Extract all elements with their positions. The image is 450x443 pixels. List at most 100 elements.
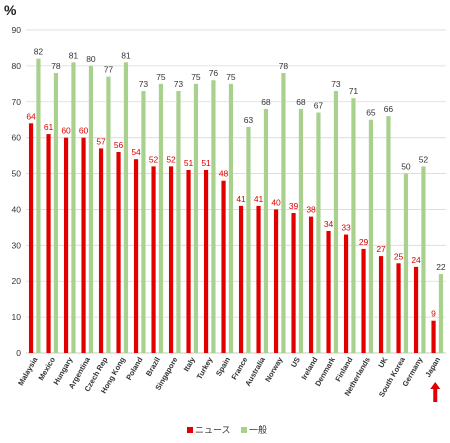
data-label-news: 41 <box>254 194 264 204</box>
bar-news <box>63 137 69 353</box>
bar-news <box>203 169 209 353</box>
bar-general <box>71 62 76 354</box>
x-tick-label: US <box>289 356 302 370</box>
legend-item-general: 一般 <box>241 424 267 436</box>
data-label-general: 71 <box>349 86 359 96</box>
data-label-news: 39 <box>289 201 299 211</box>
highlight-marker <box>430 382 441 402</box>
data-label-general: 81 <box>121 50 131 60</box>
bar-general <box>368 119 374 353</box>
bar-general <box>53 73 59 354</box>
bar-news <box>396 263 401 353</box>
bar-news <box>28 123 34 353</box>
data-label-news: 25 <box>394 251 404 261</box>
bar-news <box>98 148 104 353</box>
bar-news <box>221 180 226 353</box>
data-label-general: 65 <box>366 108 376 118</box>
bar-general <box>211 80 216 353</box>
bar-general <box>316 112 321 354</box>
y-tick-label: 60 <box>12 133 22 143</box>
data-label-general: 68 <box>261 97 271 107</box>
data-label-news: 56 <box>114 140 124 150</box>
data-label-news: 33 <box>341 223 351 233</box>
data-label-news: 52 <box>149 154 159 164</box>
data-label-general: 73 <box>331 79 341 89</box>
data-label-news: 61 <box>44 122 54 132</box>
bars <box>28 58 444 354</box>
data-labels: 64 82 61 78 60 81 60 80 57 77 56 81 54 73 52 75 52 73 51 75… <box>26 47 446 319</box>
bar-general <box>403 173 409 353</box>
data-label-general: 73 <box>174 79 184 89</box>
data-label-general: 76 <box>209 68 219 78</box>
bar-news <box>168 166 174 353</box>
data-label-news: 24 <box>411 255 421 265</box>
legend: ニュース 一般 <box>187 424 267 436</box>
data-label-news: 64 <box>26 111 36 121</box>
y-axis-unit-label: % <box>4 2 17 18</box>
y-tick-label: 50 <box>12 169 22 179</box>
x-tick-label: Japan <box>423 355 442 379</box>
data-label-news: 60 <box>79 126 89 136</box>
data-label-news: 38 <box>306 205 316 215</box>
data-label-news: 27 <box>376 244 386 254</box>
data-label-news: 60 <box>61 126 71 136</box>
bar-general <box>333 91 339 353</box>
x-tick-label: Spain <box>214 355 232 378</box>
bar-news <box>326 230 331 353</box>
bar-news <box>151 166 156 353</box>
data-label-news: 48 <box>219 169 229 179</box>
data-label-general: 22 <box>436 262 446 272</box>
x-tick-label: Norway <box>263 355 285 384</box>
data-label-general: 52 <box>419 154 429 164</box>
data-label-general: 75 <box>226 72 236 82</box>
bar-general <box>298 108 304 353</box>
data-label-news: 57 <box>96 136 106 146</box>
legend-label: ニュース <box>195 426 231 436</box>
data-label-general: 78 <box>51 61 61 71</box>
bar-general <box>351 98 356 353</box>
bar-news <box>46 134 51 353</box>
bar-news <box>116 152 121 353</box>
bar-general <box>386 116 391 353</box>
bar-news <box>431 320 436 353</box>
bar-news <box>186 169 191 353</box>
up-arrow-icon <box>430 382 441 402</box>
data-label-general: 50 <box>401 162 411 172</box>
bar-general <box>36 58 41 353</box>
data-label-general: 75 <box>191 72 201 82</box>
y-tick-label: 40 <box>12 204 22 214</box>
bar-news <box>256 205 261 353</box>
bar-general <box>281 73 286 354</box>
bar-general <box>193 83 199 353</box>
bar-general <box>141 91 146 353</box>
bar-news <box>81 137 86 353</box>
legend-swatch <box>187 427 193 433</box>
bar-news <box>308 216 314 353</box>
bar-general <box>158 83 164 353</box>
bar-news <box>361 248 366 353</box>
x-tick-label: Turkey <box>195 355 215 381</box>
bar-news <box>238 205 244 353</box>
bar-general <box>106 76 111 354</box>
bar-news <box>273 209 279 353</box>
data-label-general: 75 <box>156 72 166 82</box>
bar-general <box>263 108 269 353</box>
x-tick-label: Italy <box>182 355 198 373</box>
data-label-general: 66 <box>384 104 394 114</box>
y-axis-ticks: 0 10 20 30 40 50 60 70 80 90 <box>12 25 22 358</box>
x-tick-label: Brazil <box>144 356 162 378</box>
bar-news <box>378 256 384 353</box>
data-label-general: 80 <box>86 54 96 64</box>
data-label-news: 51 <box>184 158 194 168</box>
bar-general <box>123 62 129 354</box>
data-label-general: 63 <box>244 115 254 125</box>
data-label-news: 52 <box>166 154 176 164</box>
bar-news <box>343 234 349 353</box>
data-label-general: 82 <box>34 47 44 57</box>
bar-general <box>421 166 426 353</box>
data-label-news: 29 <box>359 237 369 247</box>
y-tick-label: 0 <box>16 348 21 358</box>
data-label-news: 34 <box>324 219 334 229</box>
